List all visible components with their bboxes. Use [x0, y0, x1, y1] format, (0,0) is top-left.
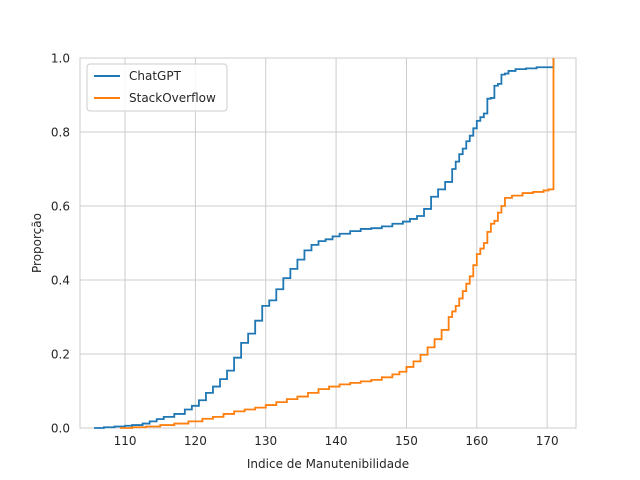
x-tick-label: 120 [184, 434, 207, 448]
tick-labels: 110 120 130 140 150 160 170 0.0 0.2 0.4 0.6 0.8 1.0 [51, 52, 559, 449]
y-tick-label: 0.0 [51, 422, 70, 436]
x-tick-label: 150 [395, 434, 418, 448]
y-tick-label: 0.2 [51, 348, 70, 362]
legend-label-stackoverflow: StackOverflow [129, 91, 216, 105]
x-tick-label: 140 [325, 434, 348, 448]
y-tick-label: 0.8 [51, 126, 70, 140]
x-tick-label: 160 [465, 434, 488, 448]
legend: ChatGPT StackOverflow [86, 63, 228, 112]
legend-label-chatgpt: ChatGPT [129, 69, 182, 83]
y-tick-label: 0.4 [51, 274, 70, 288]
series-layer [94, 58, 555, 429]
series-line-chatgpt [94, 58, 555, 429]
x-axis-label: Indice de Manutenibilidade [247, 457, 409, 471]
y-axis-label: Proporção [30, 213, 44, 273]
plot-area [80, 58, 576, 428]
y-tick-label: 1.0 [51, 52, 70, 66]
grid [79, 57, 577, 429]
x-tick-label: 110 [114, 434, 137, 448]
plot-frame [79, 57, 577, 429]
x-tick-label: 130 [254, 434, 277, 448]
x-tick-label: 170 [536, 434, 559, 448]
legend-box [86, 63, 228, 112]
y-tick-label: 0.6 [51, 200, 70, 214]
series-line-stackoverflow [120, 58, 555, 429]
